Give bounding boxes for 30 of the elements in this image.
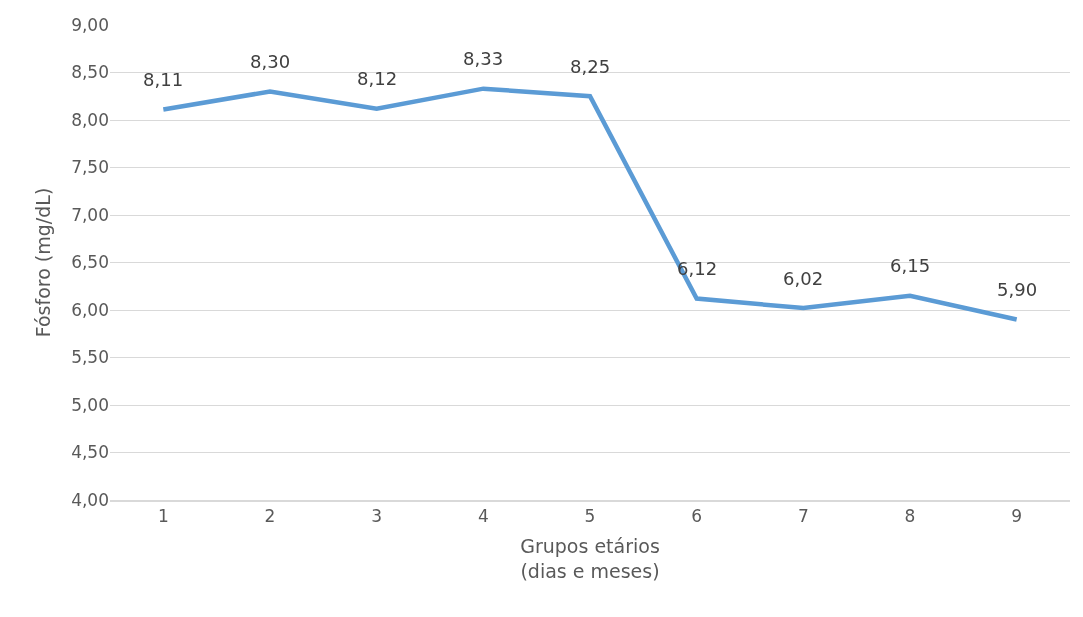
y-tick-label: 5,00 (71, 394, 109, 415)
data-label: 8,25 (570, 56, 611, 77)
x-tick-label: 5 (584, 506, 596, 527)
y-tick-label: 8,50 (71, 62, 109, 83)
y-tick-label: 4,00 (71, 489, 109, 510)
y-tick-label: 4,50 (71, 442, 109, 463)
data-label: 8,12 (357, 68, 398, 89)
y-tick-label: 9,00 (71, 14, 109, 35)
data-label: 8,11 (143, 69, 184, 90)
data-label: 8,30 (250, 51, 291, 72)
data-label: 5,90 (997, 279, 1038, 300)
x-tick-label: 6 (691, 506, 703, 527)
x-axis-title: Grupos etários (dias e meses) (520, 535, 660, 583)
x-tick-label: 9 (1011, 506, 1023, 527)
data-label: 6,15 (890, 255, 931, 276)
y-tick-label: 8,00 (71, 109, 109, 130)
x-tick-label: 1 (157, 506, 169, 527)
y-tick-label: 7,50 (71, 157, 109, 178)
data-label: 6,02 (783, 268, 824, 289)
x-tick-label: 8 (904, 506, 916, 527)
y-tick-label: 6,00 (71, 299, 109, 320)
x-tick-label: 2 (264, 506, 276, 527)
y-tick-label: 5,50 (71, 347, 109, 368)
x-tick-label: 4 (477, 506, 489, 527)
y-axis-title: Fósforo (mg/dL) (31, 187, 54, 338)
y-tick-label: 7,00 (71, 204, 109, 225)
data-label: 8,33 (463, 48, 504, 69)
x-tick-label: 3 (371, 506, 383, 527)
x-tick-label: 7 (797, 506, 809, 527)
y-tick-label: 6,50 (71, 252, 109, 273)
